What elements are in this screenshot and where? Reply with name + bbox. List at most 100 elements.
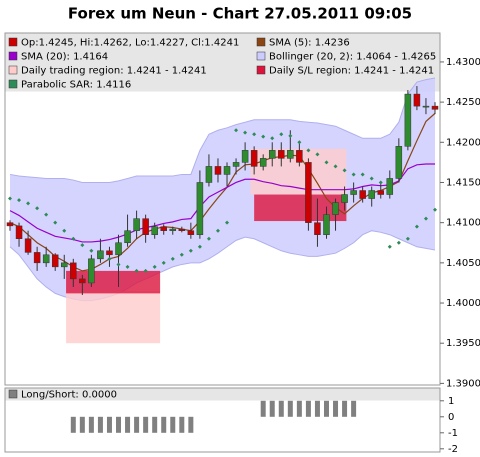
- candle-body: [259, 158, 267, 167]
- region: [254, 194, 347, 222]
- bar: [152, 416, 158, 433]
- sar-dot: [433, 207, 437, 212]
- sar-dot: [152, 264, 157, 269]
- legend-swatch: [8, 51, 18, 61]
- y-tick-label: 1: [448, 396, 454, 407]
- sar-dot: [62, 228, 67, 233]
- candle-body: [106, 250, 113, 256]
- legend-label: Daily S/L region: 1.4241 - 1.4241: [269, 66, 434, 77]
- region: [66, 290, 161, 344]
- candle-body: [223, 166, 231, 175]
- candle-body: [196, 182, 204, 235]
- sar-dot: [243, 130, 248, 135]
- sar-dot: [405, 236, 410, 241]
- candle-body: [386, 178, 394, 195]
- y-tick-label: 1.3950: [446, 338, 480, 349]
- legend-swatch: [8, 65, 18, 75]
- candle-body: [115, 242, 122, 256]
- legend-label: SMA (20): 1.4164: [21, 52, 108, 63]
- sar-dot: [333, 164, 338, 169]
- candle-body: [178, 228, 186, 231]
- candle-body: [268, 150, 276, 159]
- sar-dot: [360, 172, 365, 177]
- sar-dot: [342, 168, 347, 173]
- sar-dot: [396, 240, 401, 245]
- bar: [79, 416, 85, 433]
- candle-body: [422, 105, 430, 108]
- sar-dot: [53, 220, 58, 225]
- bar: [143, 416, 149, 433]
- sar-dot: [206, 236, 211, 241]
- legend-swatch: [256, 37, 266, 47]
- y-tick-label: 0: [448, 412, 454, 423]
- candle-body: [332, 202, 339, 215]
- candle-body: [169, 228, 177, 231]
- bar: [305, 400, 311, 417]
- candle-body: [241, 150, 249, 163]
- sar-dot: [297, 140, 302, 145]
- y-tick-label: 1.4000: [446, 298, 480, 309]
- candle-body: [42, 254, 50, 264]
- lower-title: Long/Short: 0.0000: [21, 390, 117, 401]
- legend-swatch: [256, 65, 266, 75]
- y-tick-label: 1.4050: [446, 258, 480, 269]
- sar-dot: [8, 196, 12, 201]
- candle-body: [51, 254, 59, 268]
- bar: [260, 400, 266, 417]
- y-tick-label: 1.4100: [446, 218, 480, 229]
- sar-dot: [414, 224, 419, 229]
- sar-dot: [279, 132, 284, 137]
- candle-body: [151, 226, 158, 235]
- y-tick-label: -1: [448, 428, 458, 439]
- chart-title: Forex um Neun - Chart 27.05.2011 09:05: [68, 5, 412, 23]
- sar-dot: [324, 160, 329, 165]
- sar-dot: [107, 256, 112, 261]
- line: [9, 163, 435, 243]
- candle-body: [314, 222, 321, 235]
- sar-dot: [270, 136, 275, 141]
- bar: [333, 400, 339, 417]
- candle-body: [350, 190, 357, 195]
- bar: [134, 416, 140, 433]
- candle-body: [214, 166, 222, 175]
- sar-dot: [89, 248, 94, 253]
- bar: [296, 400, 302, 417]
- candle-body: [24, 238, 32, 253]
- sar-dot: [116, 262, 121, 267]
- sar-dot: [80, 243, 85, 248]
- bar: [351, 400, 357, 417]
- sar-dot: [261, 134, 266, 139]
- candle-body: [359, 190, 366, 199]
- sar-dot: [315, 152, 320, 157]
- candle-body: [232, 162, 240, 167]
- sar-dot: [134, 268, 139, 273]
- sar-dot: [35, 206, 40, 211]
- legend-swatch: [8, 79, 18, 89]
- sar-dot: [351, 172, 356, 177]
- sar-dot: [288, 133, 293, 138]
- candle-body: [15, 225, 23, 239]
- sar-dot: [179, 252, 184, 257]
- bar: [179, 416, 185, 433]
- candle-body: [160, 226, 167, 231]
- bar: [278, 400, 284, 417]
- legend-label: Parabolic SAR: 1.4116: [21, 80, 131, 91]
- bar: [287, 400, 293, 417]
- sar-dot: [197, 244, 202, 249]
- bar: [170, 416, 176, 433]
- sar-dot: [143, 268, 148, 273]
- plot-area: [6, 77, 439, 344]
- bar: [323, 400, 329, 417]
- sar-dot: [369, 176, 374, 181]
- sar-dot: [188, 248, 193, 253]
- sar-dot: [387, 244, 392, 249]
- sar-dot: [306, 148, 311, 153]
- sar-dot: [225, 220, 230, 225]
- sar-dot: [71, 236, 76, 241]
- sar-dot: [98, 252, 103, 257]
- candle-body: [70, 262, 77, 280]
- candle-body: [341, 194, 348, 203]
- bar: [70, 416, 76, 433]
